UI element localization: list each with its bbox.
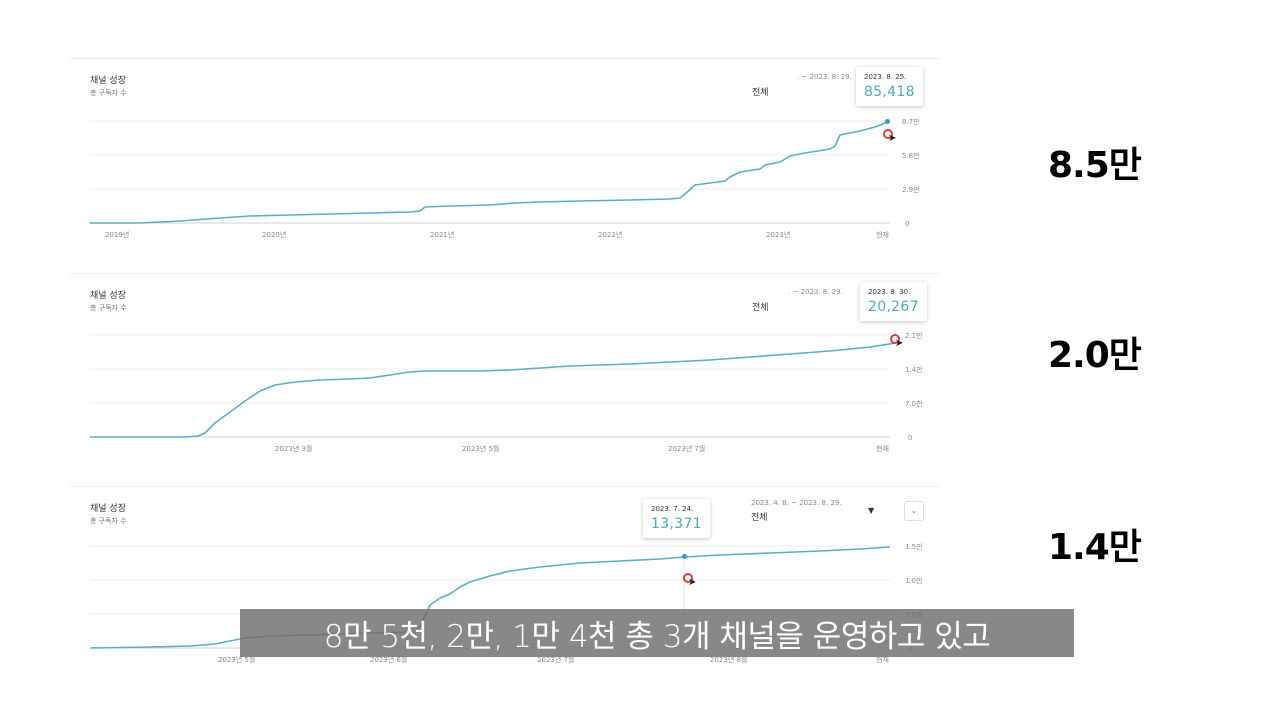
- value-tooltip: 2023. 8. 25. 85,418: [856, 67, 923, 106]
- x-tick: 2023년 5월: [462, 444, 499, 453]
- x-tick: 2023년: [766, 230, 790, 239]
- hover-point: [885, 119, 890, 124]
- value-tooltip: 2023. 8. 30. 20,267: [860, 282, 927, 321]
- x-tick: 2023년 3월: [275, 444, 312, 453]
- hover-point: [682, 554, 687, 559]
- click-highlight-icon: [683, 573, 693, 583]
- expand-chevron-icon[interactable]: ⌄: [904, 501, 924, 521]
- tooltip-date: 2023. 8. 25.: [864, 73, 907, 81]
- value-tooltip: 2023. 7. 24. 13,371: [643, 499, 710, 538]
- panel-title: 채널 성장: [90, 291, 126, 301]
- mouse-cursor-icon: ➤: [888, 133, 897, 144]
- click-highlight-icon: [883, 129, 893, 139]
- x-tick: 현재: [876, 656, 889, 664]
- tooltip-date: 2023. 8. 30.: [868, 288, 911, 296]
- x-tick: 2023년 8월: [710, 655, 747, 664]
- x-tick: 2023년 7월: [537, 655, 574, 664]
- panel-subtitle: 총 구독자 수: [90, 517, 127, 525]
- channel-2-subscriber-label: 2.0만: [1048, 335, 1142, 376]
- channel-3-subscriber-label: 1.4만: [1048, 527, 1142, 568]
- date-range: . ~ 2023. 8. 29.: [797, 73, 852, 81]
- subscriber-line-chart[interactable]: 8.7만 5.8만 2.9만 0 2019년 2020년 2021년 2022년…: [70, 59, 940, 259]
- x-tick: 2020년: [262, 230, 286, 239]
- y-tick: 1.5만: [905, 542, 923, 551]
- y-tick: 8.7만: [902, 117, 920, 126]
- y-tick: 2.9만: [902, 185, 920, 194]
- tooltip-value: 85,418: [864, 84, 915, 100]
- y-tick: 5.8만: [902, 151, 920, 160]
- filter-select[interactable]: 전체: [752, 303, 769, 313]
- x-tick: 2019년: [105, 230, 129, 239]
- tooltip-date: 2023. 7. 24.: [651, 505, 694, 513]
- panel-subtitle: 총 구독자 수: [90, 89, 127, 97]
- x-tick: 2023년 5월: [218, 655, 255, 664]
- y-tick: 7.0천: [905, 399, 923, 408]
- mouse-cursor-icon: ➤: [895, 338, 904, 349]
- panel-title: 채널 성장: [90, 76, 126, 86]
- y-tick: 0: [905, 220, 909, 228]
- y-tick: 1.0만: [905, 576, 923, 585]
- panel-subtitle: 총 구독자 수: [90, 304, 127, 312]
- channel-1-subscriber-label: 8.5만: [1048, 145, 1142, 186]
- x-tick: 2021년: [430, 230, 454, 239]
- y-tick: 2.1만: [905, 331, 923, 340]
- date-range: . ~ 2023. 8. 29.: [788, 288, 843, 296]
- tooltip-value: 13,371: [651, 516, 702, 532]
- filter-select[interactable]: 전체: [752, 88, 769, 98]
- x-tick: 현재: [876, 231, 889, 239]
- subscriber-line-chart[interactable]: 2.1만 1.4만 7.0천 0 2023년 3월 2023년 5월 2023년…: [70, 274, 940, 474]
- tooltip-value: 20,267: [868, 299, 919, 315]
- click-highlight-icon: [890, 334, 900, 344]
- panel-title: 채널 성장: [90, 504, 126, 514]
- video-subtitle-bar: 8만 5천, 2만, 1만 4천 총 3개 채널을 운영하고 있고: [240, 609, 1074, 657]
- x-tick: 2023년 7월: [668, 444, 705, 453]
- channel-growth-panel-2: 채널 성장 총 구독자 수 . ~ 2023. 8. 29. 전체 2.1만 1…: [70, 273, 940, 473]
- date-range: 2023. 4. 8. ~ 2023. 8. 29.: [751, 499, 842, 507]
- x-tick: 현재: [876, 445, 889, 453]
- dropdown-caret-icon[interactable]: ▼: [868, 506, 875, 515]
- x-tick: 2022년: [598, 230, 622, 239]
- filter-select[interactable]: 전체: [751, 513, 768, 523]
- y-tick: 1.4만: [905, 365, 923, 374]
- x-tick: 2023년 6월: [370, 655, 407, 664]
- channel-growth-panel-1: 채널 성장 총 구독자 수 . ~ 2023. 8. 29. 전체 8.7만 5…: [70, 58, 940, 258]
- y-tick: 0: [908, 434, 912, 442]
- video-subtitle-text: 8만 5천, 2만, 1만 4천 총 3개 채널을 운영하고 있고: [323, 618, 991, 655]
- mouse-cursor-icon: ➤: [688, 577, 697, 588]
